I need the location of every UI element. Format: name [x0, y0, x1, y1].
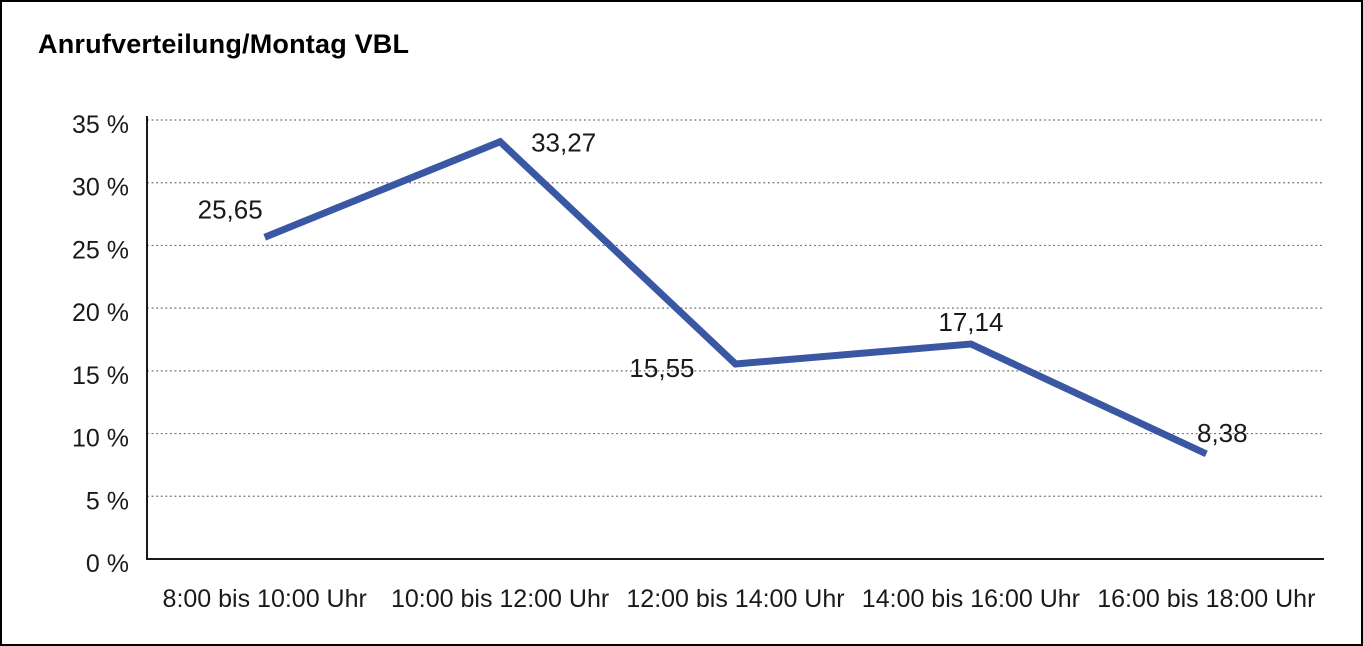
y-tick-label: 0 %	[86, 550, 129, 578]
y-tick-label: 30 %	[72, 174, 129, 202]
y-tick-label: 20 %	[72, 299, 129, 327]
data-label: 8,38	[1197, 418, 1248, 448]
x-axis-label: 10:00 bis 12:00 Uhr	[391, 585, 609, 613]
series-line	[263, 137, 1208, 458]
data-label: 25,65	[198, 194, 263, 224]
y-tick-label: 10 %	[72, 425, 129, 453]
x-axis-label: 16:00 bis 18:00 Uhr	[1097, 585, 1315, 613]
chart-title: Anrufverteilung/Montag VBL	[38, 29, 410, 59]
data-label: 33,27	[531, 128, 596, 158]
x-axis-label: 12:00 bis 14:00 Uhr	[626, 585, 844, 613]
data-label: 17,14	[938, 307, 1003, 337]
y-tick-label: 35 %	[72, 111, 129, 139]
y-tick-label: 5 %	[86, 487, 129, 515]
x-axis-label: 8:00 bis 10:00 Uhr	[163, 585, 367, 613]
x-axis-label: 14:00 bis 16:00 Uhr	[862, 585, 1080, 613]
data-label: 15,55	[629, 353, 694, 383]
y-tick-label: 15 %	[72, 362, 129, 390]
y-tick-label: 25 %	[72, 236, 129, 264]
